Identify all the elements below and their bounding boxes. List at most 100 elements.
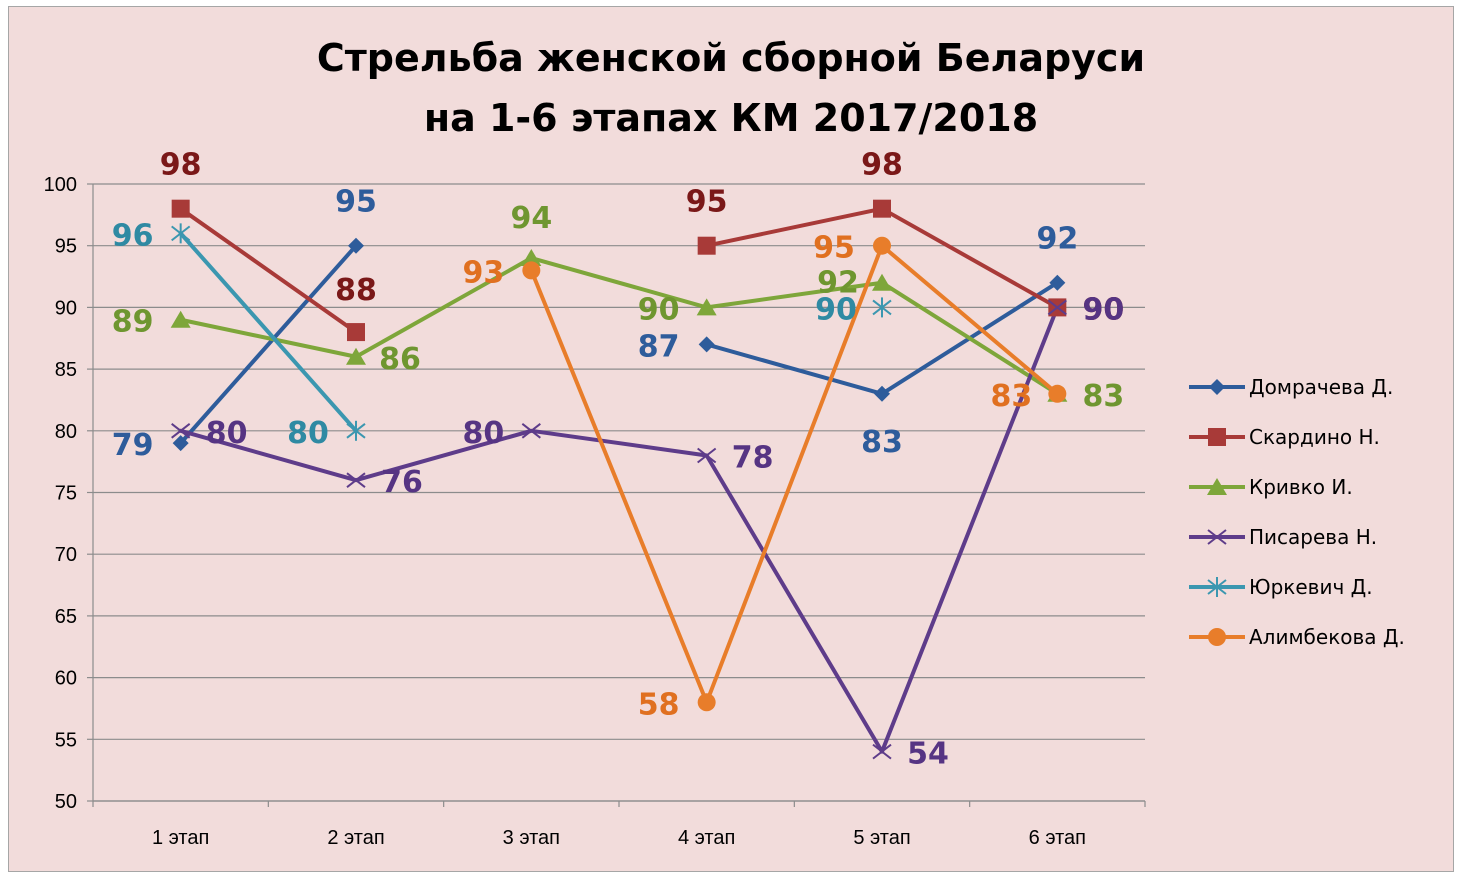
axes: 50 55 60 65 70 75 80 85 90 95 100 1 этап 2 этап 3 эта…	[44, 174, 1146, 849]
data-label: 80	[287, 416, 329, 451]
legend-item: Алимбекова Д.	[1189, 625, 1405, 649]
data-label: 58	[638, 687, 680, 722]
data-point-marker	[521, 249, 542, 267]
data-label: 90	[638, 292, 680, 327]
y-tick-label: 100	[44, 174, 77, 196]
legend-label: Алимбекова Д.	[1249, 625, 1405, 649]
data-point-marker	[698, 336, 715, 353]
series-line-1	[704, 206, 1060, 310]
data-point-marker	[697, 693, 716, 712]
data-label: 95	[686, 185, 728, 220]
data-label: 96	[112, 218, 154, 253]
series-line-3	[178, 305, 1060, 754]
x-tick-label: 2 этап	[327, 827, 384, 849]
legend-marker	[1209, 379, 1225, 395]
legend-marker	[1208, 428, 1226, 446]
data-label: 87	[638, 329, 680, 364]
series-markers	[170, 199, 1068, 760]
gridlines	[93, 183, 1145, 802]
data-labels: 7995878392988895989089869490928380768078…	[112, 148, 1124, 772]
legend-label: Кривко И.	[1249, 475, 1353, 499]
data-point-marker	[347, 323, 365, 342]
data-point-marker	[1047, 299, 1067, 316]
series-lines	[178, 206, 1060, 754]
x-tick-label: 1 этап	[152, 827, 209, 849]
series-line-4	[178, 231, 358, 433]
data-point-marker	[346, 347, 366, 365]
data-label: 83	[861, 425, 903, 460]
data-label: 89	[112, 305, 154, 340]
legend: Домрачева Д. Скардино Н. Кривко И. Писарева…	[1189, 375, 1405, 649]
data-label: 83	[990, 379, 1032, 414]
data-label: 98	[160, 148, 202, 183]
data-label: 54	[907, 737, 949, 772]
data-label: 95	[335, 185, 377, 220]
data-point-marker	[170, 310, 191, 328]
data-label: 95	[813, 231, 855, 266]
data-point-marker	[1049, 274, 1066, 291]
data-point-marker	[171, 223, 191, 244]
data-label: 92	[817, 266, 859, 301]
data-point-marker	[171, 423, 191, 439]
data-label: 88	[335, 273, 377, 308]
data-point-marker	[873, 199, 891, 218]
data-point-marker	[348, 237, 364, 254]
y-tick-label: 55	[55, 729, 77, 751]
y-tick-label: 90	[55, 297, 77, 319]
data-point-marker	[697, 236, 716, 255]
y-tick-label: 95	[55, 236, 77, 258]
legend-label: Юркевич Д.	[1249, 575, 1373, 599]
data-label: 90	[1082, 292, 1124, 327]
data-label: 79	[112, 428, 154, 463]
chart-svg: Стрельба женской сборной Беларуси на 1-6…	[44, 36, 1405, 849]
x-tick-label: 3 этап	[503, 827, 560, 849]
data-point-marker	[1048, 384, 1067, 403]
data-label: 90	[815, 292, 857, 327]
data-point-marker	[172, 435, 189, 452]
chart-area: Стрельба женской сборной Беларуси на 1-6…	[8, 6, 1454, 872]
x-tick-label: 6 этап	[1029, 827, 1086, 849]
series-line-5	[529, 243, 1060, 705]
legend-marker	[1208, 628, 1226, 646]
legend-item: Писарева Н.	[1189, 525, 1377, 549]
data-label: 86	[379, 342, 421, 377]
data-point-marker	[872, 743, 892, 760]
data-label: 94	[510, 201, 552, 236]
data-point-marker	[872, 273, 892, 291]
chart-title-line2: на 1-6 этапах КМ 2017/2018	[424, 96, 1038, 140]
data-point-marker	[872, 297, 892, 318]
y-tick-label: 50	[55, 791, 77, 813]
legend-label: Скардино Н.	[1249, 425, 1380, 449]
chart-title-line1: Стрельба женской сборной Беларуси	[317, 36, 1145, 80]
data-label: 83	[1082, 379, 1124, 414]
y-tick-label: 75	[55, 483, 77, 505]
y-tick-label: 85	[55, 359, 77, 381]
legend-label: Домрачева Д.	[1249, 375, 1393, 399]
data-point-marker	[696, 298, 717, 316]
data-label: 90	[1082, 292, 1124, 327]
data-label: 80	[462, 416, 504, 451]
legend-marker	[1207, 577, 1227, 597]
series-line-0	[178, 243, 358, 446]
data-point-marker	[346, 420, 366, 441]
data-label: 78	[732, 440, 774, 475]
x-tick-label: 5 этап	[853, 827, 910, 849]
y-tick-label: 70	[55, 544, 77, 566]
data-label: 98	[861, 148, 903, 183]
data-label: 92	[1036, 222, 1078, 257]
data-point-marker	[874, 385, 890, 402]
data-point-marker	[171, 199, 190, 218]
data-label: 80	[206, 416, 248, 451]
legend-marker	[1207, 529, 1227, 545]
data-point-marker	[521, 423, 541, 439]
legend-item: Юркевич Д.	[1189, 575, 1373, 599]
data-point-marker	[346, 472, 366, 488]
legend-item: Кривко И.	[1189, 475, 1353, 499]
legend-label: Писарева Н.	[1249, 525, 1377, 549]
legend-item: Скардино Н.	[1189, 425, 1380, 449]
legend-item: Домрачева Д.	[1189, 375, 1393, 399]
y-tick-label: 80	[55, 421, 77, 443]
data-label: 93	[462, 255, 504, 290]
y-tick-label: 60	[55, 668, 77, 690]
data-label: 76	[381, 465, 423, 500]
